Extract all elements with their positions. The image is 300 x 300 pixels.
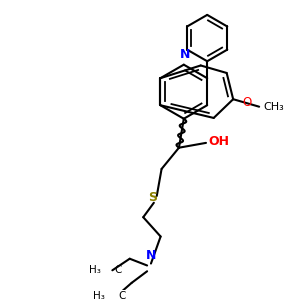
- Text: CH₃: CH₃: [263, 102, 284, 112]
- Text: C: C: [118, 291, 125, 300]
- Text: N: N: [180, 48, 190, 61]
- Text: C: C: [114, 265, 122, 275]
- Text: OH: OH: [208, 135, 229, 148]
- Text: N: N: [146, 249, 156, 262]
- Text: H₃: H₃: [89, 265, 101, 275]
- Text: O: O: [242, 97, 252, 110]
- Text: S: S: [148, 191, 158, 204]
- Text: H₃: H₃: [93, 291, 105, 300]
